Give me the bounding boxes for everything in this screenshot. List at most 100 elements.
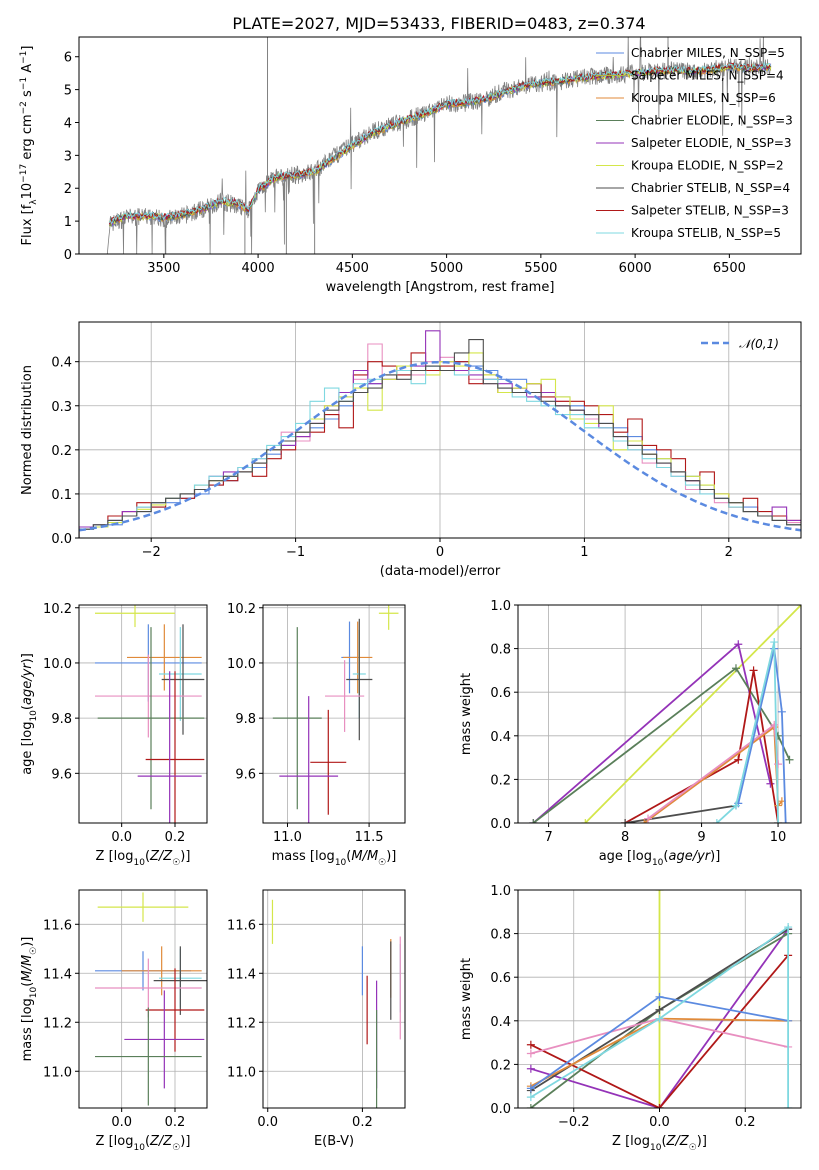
- x-tick-label: 4000: [242, 261, 275, 276]
- x-tick-label: 10: [770, 830, 787, 845]
- x-axis-label: mass [log10(M/M☉)]: [272, 849, 397, 868]
- y-axis-label: Normed distribution: [20, 365, 35, 495]
- x-tick-label: 5500: [524, 261, 557, 276]
- y-tick-label: 11.2: [43, 1016, 72, 1031]
- y-tick-label: 2: [64, 182, 72, 197]
- x-tick-label: 7: [544, 830, 552, 845]
- y-axis-label: mass weight: [459, 673, 474, 755]
- y-tick-label: 9.6: [235, 767, 256, 782]
- y-tick-label: 11.4: [43, 967, 72, 982]
- y-tick-label: 11.4: [227, 967, 256, 982]
- legend-entry: 𝒩(0,1): [739, 337, 779, 351]
- y-tick-label: 0: [64, 248, 72, 263]
- y-tick-label: 0.3: [51, 400, 72, 415]
- x-axis-label: E(B-V): [314, 1134, 354, 1149]
- weight-point: [527, 1041, 535, 1049]
- y-tick-label: 5: [64, 84, 72, 99]
- x-tick-label: 0.2: [165, 830, 186, 845]
- axes-frame: [79, 890, 207, 1108]
- plot-area: [527, 886, 792, 1112]
- weight-point: [734, 756, 742, 764]
- y-tick-label: 11.6: [43, 918, 72, 933]
- plot-area: [273, 597, 399, 856]
- weight-point: [527, 1050, 535, 1058]
- y-tick-label: 0.4: [51, 356, 72, 371]
- y-tick-label: 0.6: [490, 686, 511, 701]
- y-tick-label: 0.0: [490, 1102, 511, 1117]
- y-tick-label: 1.0: [490, 884, 511, 899]
- panel-weight-vs-z: −0.2 0.0 0.2 0.0 0.2 0.4 0.6 0.8 1.0 mass weight: [459, 884, 801, 1130]
- x-tick-label: 5000: [430, 261, 463, 276]
- weight-point: [786, 756, 794, 764]
- x-tick-label: 0.0: [111, 830, 132, 845]
- y-tick-label: 0.8: [490, 643, 511, 658]
- y-tick-label: 11.0: [227, 1065, 256, 1080]
- weight-point: [527, 1093, 535, 1101]
- y-tick-label: 3: [64, 149, 72, 164]
- chart-title: PLATE=2027, MJD=53433, FIBERID=0483, z=0…: [232, 14, 645, 33]
- figure: PLATE=2027, MJD=53433, FIBERID=0483, z=0…: [0, 0, 819, 1170]
- y-tick-label: 0.0: [51, 532, 72, 547]
- y-axis-label: Flux [fλ10−17 erg cm−2 s−1 A−1]: [19, 46, 39, 246]
- y-tick-label: 0.4: [490, 1015, 511, 1030]
- x-axis-label: (data-model)/error: [380, 564, 501, 579]
- x-tick-label: −2: [142, 545, 161, 560]
- y-tick-label: 4: [64, 116, 72, 131]
- panel-weight-vs-age: 7 8 9 100.00.20.40.60.81.0mass weight: [459, 599, 805, 845]
- x-tick-label: 9: [697, 830, 705, 845]
- x-tick-label: 0.2: [165, 1115, 186, 1130]
- weight-point: [527, 1065, 535, 1073]
- x-axis-label: age [log10(age/yr)]: [599, 849, 721, 868]
- x-tick-label: 0: [436, 545, 444, 560]
- x-tick-label: 2: [725, 545, 733, 560]
- plot-area: [529, 601, 805, 827]
- y-tick-label: 10.2: [43, 602, 72, 617]
- weight-point: [778, 708, 786, 716]
- y-axis-label: age [log10(age/yr)]: [20, 653, 39, 775]
- x-tick-label: 11.0: [273, 830, 302, 845]
- axes-frame: [79, 605, 207, 823]
- x-axis-label: Z [log10(Z/Z☉)]: [96, 849, 191, 868]
- y-tick-label: 6: [64, 51, 72, 66]
- legend-entry: Chabrier ELODIE, N_SSP=3: [631, 114, 793, 128]
- y-tick-label: 11.6: [227, 918, 256, 933]
- y-tick-label: 10.0: [227, 657, 256, 672]
- y-tick-label: 0.2: [490, 1058, 511, 1073]
- y-tick-label: 0.2: [490, 773, 511, 788]
- y-tick-label: 11.0: [43, 1065, 72, 1080]
- x-tick-label: 0.2: [735, 1115, 756, 1130]
- x-tick-label: −1: [286, 545, 305, 560]
- legend-entry: Salpeter ELODIE, N_SSP=3: [631, 136, 792, 150]
- y-tick-label: 0.8: [490, 928, 511, 943]
- x-axis-label: wavelength [Angstrom, rest frame]: [326, 280, 555, 295]
- y-axis-label: mass [log10(M/M☉)]: [20, 937, 39, 1062]
- weight-point: [750, 666, 758, 674]
- y-tick-label: 0.0: [490, 817, 511, 832]
- plot-area: [272, 900, 400, 1108]
- y-tick-label: 9.8: [235, 712, 256, 727]
- x-tick-label: −0.2: [558, 1115, 590, 1130]
- x-tick-label: 4500: [336, 261, 369, 276]
- x-tick-label: 3500: [147, 261, 180, 276]
- x-tick-label: 6000: [619, 261, 652, 276]
- y-tick-label: 0.6: [490, 971, 511, 986]
- x-tick-label: 11.5: [355, 830, 384, 845]
- panel-residuals: 𝒩(0,1)−2 −1 0 1 20.00.10.20.30.4(data-model)…: [20, 322, 801, 579]
- legend-entry: Chabrier MILES, N_SSP=5: [631, 46, 785, 60]
- y-tick-label: 10.2: [227, 602, 256, 617]
- panel-mass-vs-ebv: 0.0 0.2 11.0 11.2 11.4 11.6 E(B-V): [227, 890, 405, 1149]
- legend-entry: Salpeter STELIB, N_SSP=3: [631, 204, 789, 218]
- y-tick-label: 9.6: [51, 767, 72, 782]
- y-tick-label: 10.0: [43, 657, 72, 672]
- legend-entry: Kroupa MILES, N_SSP=6: [631, 91, 776, 105]
- y-tick-label: 0.2: [51, 444, 72, 459]
- x-tick-label: 0.0: [649, 1115, 670, 1130]
- axes-frame: [263, 605, 405, 823]
- x-tick-label: 0.0: [111, 1115, 132, 1130]
- y-tick-label: 11.2: [227, 1016, 256, 1031]
- weight-line: [585, 605, 801, 823]
- y-axis-label: mass weight: [459, 958, 474, 1040]
- legend-entry: Kroupa ELODIE, N_SSP=2: [631, 159, 784, 173]
- panel-mass-vs-z: 0.0 0.2 11.0 11.2 11.4 11.6: [43, 890, 207, 1130]
- panel-age-vs-z: 0.0 0.2 9.6 9.8 10.0 10.2: [43, 599, 207, 880]
